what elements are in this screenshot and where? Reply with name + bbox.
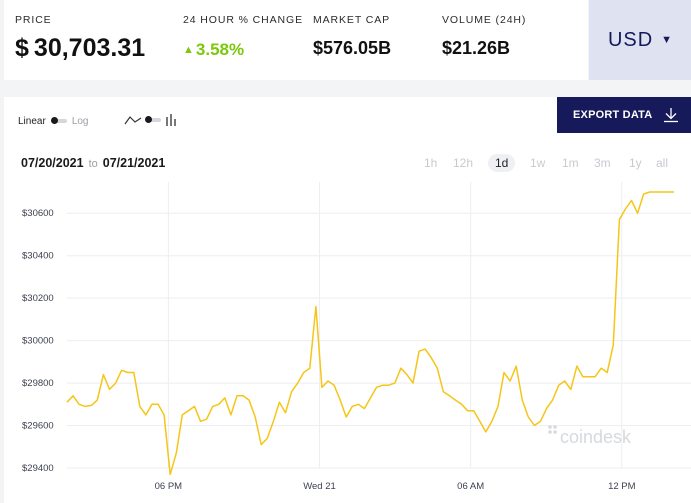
range-all[interactable]: all (656, 156, 669, 170)
date-to[interactable]: 07/21/2021 (102, 156, 166, 170)
export-label: EXPORT DATA (573, 109, 653, 121)
range-12h[interactable]: 12h (453, 156, 474, 170)
date-range[interactable]: 07/20/2021 to 07/21/2021 (21, 156, 165, 170)
range-3m[interactable]: 3m (594, 156, 611, 170)
volume-value: $21.26B (442, 38, 511, 58)
range-1d[interactable]: 1d (488, 154, 516, 172)
chart-panel: $29400 $29600 $29800 $30000 $30200 $30400 $306… (4, 97, 691, 503)
scale-linear-label[interactable]: Linear (18, 116, 46, 127)
y-tick-label: $30600 (22, 208, 54, 219)
range-1h[interactable]: 1h (424, 156, 438, 170)
bar-chart-icon[interactable] (165, 113, 177, 127)
market-cap-value: $576.05B (313, 38, 392, 58)
scale-log-label[interactable]: Log (71, 116, 89, 127)
price-chart: $29400 $29600 $29800 $30000 $30200 $30400 $306… (22, 182, 691, 492)
range-1m[interactable]: 1m (562, 156, 579, 170)
price-label: PRICE (15, 14, 52, 26)
change-value: 3.58% (195, 40, 245, 59)
market-cap-label: MARKET CAP (313, 14, 391, 26)
stats-bar: PRICE $ 30,703.31 24 HOUR % CHANGE ▲ 3.58… (4, 0, 588, 80)
coindesk-logo-icon (548, 425, 557, 434)
y-tick-label: $29400 (22, 463, 54, 474)
currency-label: USD (607, 28, 654, 51)
change-value-wrap: ▲ 3.58% (183, 40, 244, 60)
y-tick-label: $29600 (22, 421, 54, 432)
download-icon (664, 108, 678, 123)
date-sep: to (88, 158, 98, 170)
x-tick-label: 06 PM (155, 481, 183, 492)
range-1y[interactable]: 1y (629, 156, 642, 170)
price-value: $ 30,703.31 (15, 34, 146, 62)
x-tick-label: 06 AM (457, 481, 484, 492)
chart-type-toggle[interactable] (124, 111, 177, 127)
scale-switch[interactable] (50, 117, 67, 125)
x-tick-label: 12 PM (608, 481, 636, 492)
watermark-text: coindesk (560, 427, 632, 447)
line-chart-icon[interactable] (124, 114, 142, 126)
triangle-up-icon: ▲ (183, 44, 194, 56)
range-1w[interactable]: 1w (530, 156, 546, 170)
currency-selector[interactable]: USD ▼ (589, 0, 691, 80)
y-tick-label: $30000 (22, 336, 54, 347)
y-tick-label: $30200 (22, 293, 54, 304)
price-series-line (66, 191, 674, 476)
chart-type-switch[interactable] (145, 115, 161, 123)
export-data-button[interactable]: EXPORT DATA (557, 97, 691, 133)
y-tick-label: $30400 (22, 251, 54, 262)
change-label: 24 HOUR % CHANGE (183, 14, 304, 26)
date-from[interactable]: 07/20/2021 (21, 156, 84, 170)
caret-down-icon: ▼ (661, 34, 673, 46)
volume-label: VOLUME (24H) (442, 14, 527, 26)
y-tick-label: $29800 (22, 378, 54, 389)
scale-toggle[interactable]: Linear Log (18, 116, 89, 127)
x-tick-label: Wed 21 (303, 481, 336, 492)
